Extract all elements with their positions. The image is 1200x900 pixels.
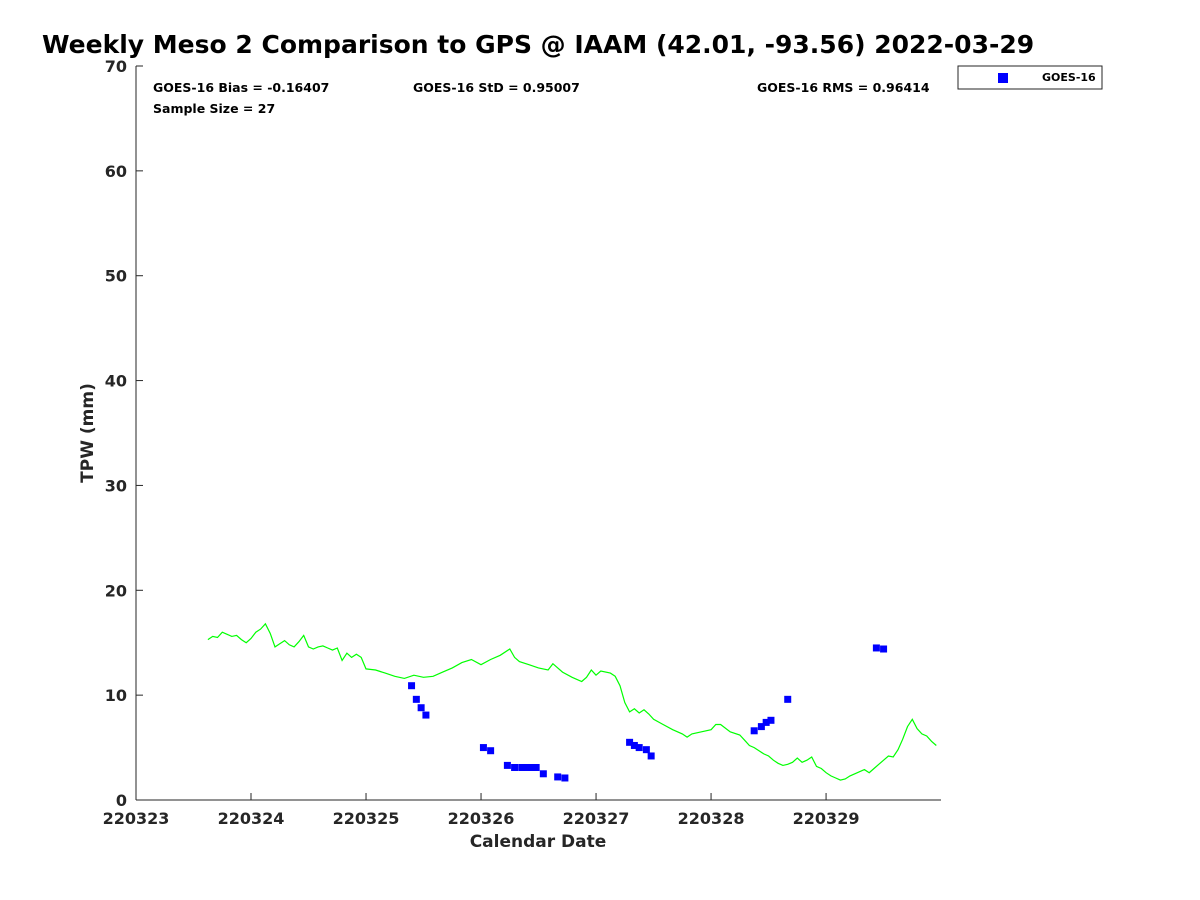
goes16-marker bbox=[523, 763, 531, 771]
goes16-marker bbox=[626, 738, 634, 746]
goes16-marker bbox=[762, 718, 770, 726]
goes16-marker bbox=[872, 644, 880, 652]
chart-title: Weekly Meso 2 Comparison to GPS @ IAAM (… bbox=[42, 30, 1035, 59]
goes16-marker bbox=[630, 741, 638, 749]
x-tick-label: 220326 bbox=[448, 809, 515, 828]
goes16-marker bbox=[561, 774, 569, 782]
x-tick-label: 220329 bbox=[793, 809, 860, 828]
y-tick-label: 70 bbox=[105, 57, 127, 76]
legend-box bbox=[957, 65, 1103, 90]
std-stat: GOES-16 StD = 0.95007 bbox=[413, 80, 580, 95]
goes16-marker bbox=[487, 747, 495, 755]
goes16-marker bbox=[635, 744, 643, 752]
goes16-marker bbox=[647, 752, 655, 760]
x-tick-label: 220323 bbox=[103, 809, 170, 828]
x-tick-label: 220328 bbox=[678, 809, 745, 828]
y-tick-label: 0 bbox=[116, 791, 127, 810]
x-axis-label: Calendar Date bbox=[470, 832, 607, 852]
bias-stat: GOES-16 Bias = -0.16407 bbox=[153, 80, 329, 95]
gps-tpw-line bbox=[207, 622, 937, 781]
goes16-marker bbox=[539, 770, 547, 778]
goes16-marker bbox=[532, 763, 540, 771]
x-tick-label: 220324 bbox=[218, 809, 285, 828]
x-tick-label: 220325 bbox=[333, 809, 400, 828]
goes16-marker bbox=[422, 711, 430, 719]
goes16-marker bbox=[767, 716, 775, 724]
legend: GOES-16 bbox=[957, 65, 1103, 90]
y-tick-label: 60 bbox=[105, 162, 127, 181]
goes16-marker bbox=[479, 744, 487, 752]
goes16-marker bbox=[417, 704, 425, 712]
goes16-marker bbox=[412, 695, 420, 703]
rms-stat: GOES-16 RMS = 0.96414 bbox=[757, 80, 930, 95]
goes16-marker bbox=[408, 682, 416, 690]
y-axis-label: TPW (mm) bbox=[78, 383, 98, 483]
goes16-marker bbox=[527, 763, 535, 771]
legend-marker-icon bbox=[998, 73, 1008, 83]
y-tick-label: 40 bbox=[105, 372, 127, 391]
y-tick-label: 20 bbox=[105, 581, 127, 600]
goes16-marker bbox=[750, 727, 758, 735]
axes: 0 10 20 30 40 50 60 70 220323 220324 220325 220326 2… bbox=[103, 57, 941, 828]
goes16-marker bbox=[642, 746, 650, 754]
sample-size-stat: Sample Size = 27 bbox=[153, 101, 275, 116]
goes16-marker bbox=[518, 763, 526, 771]
y-tick-label: 50 bbox=[105, 267, 127, 286]
goes16-marker bbox=[757, 723, 765, 731]
goes16-marker bbox=[511, 763, 519, 771]
goes16-marker bbox=[880, 645, 888, 653]
legend-label: GOES-16 bbox=[1042, 71, 1096, 84]
goes16-marker bbox=[503, 761, 511, 769]
plot-series bbox=[207, 622, 937, 782]
x-tick-label: 220327 bbox=[563, 809, 630, 828]
y-tick-label: 30 bbox=[105, 476, 127, 495]
goes16-marker bbox=[554, 773, 562, 781]
y-tick-label: 10 bbox=[105, 686, 127, 705]
goes16-marker bbox=[784, 695, 792, 703]
